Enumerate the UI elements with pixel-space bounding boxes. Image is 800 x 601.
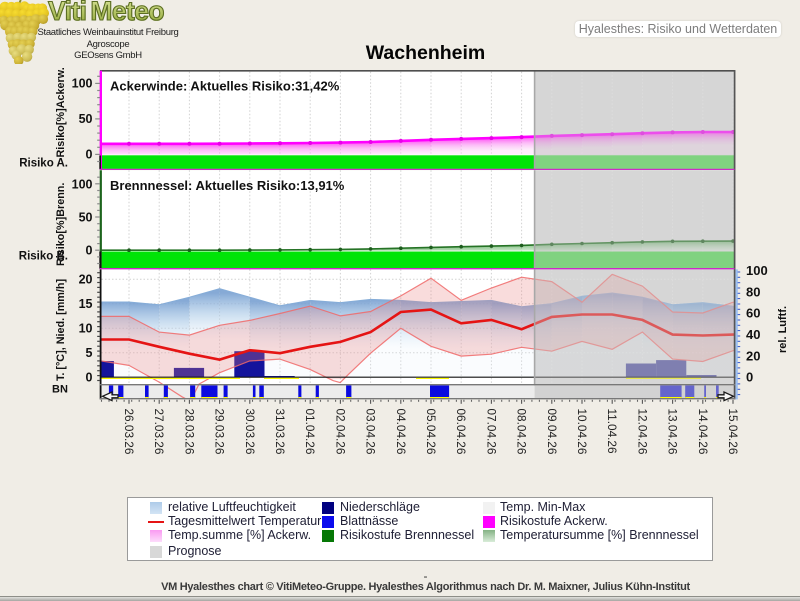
svg-text:04.04.26: 04.04.26 [394, 409, 408, 455]
svg-text:0: 0 [86, 371, 93, 385]
svg-text:100: 100 [72, 77, 93, 91]
svg-text:T. [°C], Nied. [mm/h]: T. [°C], Nied. [mm/h] [55, 279, 67, 381]
svg-text:02.04.26: 02.04.26 [333, 409, 347, 455]
svg-text:09.04.26: 09.04.26 [545, 409, 559, 455]
svg-text:01.04.26: 01.04.26 [303, 409, 317, 455]
svg-text:11.04.26: 11.04.26 [605, 409, 619, 454]
svg-text:0: 0 [86, 244, 93, 258]
svg-text:28.03.26: 28.03.26 [182, 409, 196, 455]
svg-text:27.03.26: 27.03.26 [152, 409, 166, 455]
svg-text:80: 80 [746, 284, 760, 299]
svg-text:Ackerwinde: Aktuelles Risiko:: Ackerwinde: Aktuelles Risiko:31,42% [110, 79, 340, 94]
svg-text:15.04.26: 15.04.26 [726, 409, 740, 455]
svg-text:20: 20 [746, 348, 760, 363]
svg-text:12.04.26: 12.04.26 [635, 409, 649, 455]
svg-text:100: 100 [72, 177, 93, 191]
svg-text:13.04.26: 13.04.26 [666, 409, 680, 455]
svg-text:50: 50 [79, 112, 93, 126]
svg-text:50: 50 [79, 211, 93, 225]
svg-text:20: 20 [79, 273, 93, 287]
svg-text:Risiko[%]Ackerw.: Risiko[%]Ackerw. [55, 67, 67, 157]
svg-text:Risiko A.: Risiko A. [19, 158, 68, 170]
svg-text:10.04.26: 10.04.26 [575, 409, 589, 455]
svg-text:08.04.26: 08.04.26 [515, 409, 529, 455]
svg-text:5: 5 [86, 346, 93, 360]
svg-text:31.03.26: 31.03.26 [273, 409, 287, 455]
svg-text:14.04.26: 14.04.26 [696, 409, 710, 455]
svg-text:10: 10 [79, 322, 93, 336]
svg-text:BN: BN [52, 384, 68, 396]
svg-text:26.03.26: 26.03.26 [122, 409, 136, 455]
svg-text:07.04.26: 07.04.26 [484, 409, 498, 455]
svg-text:rel. Luftf.: rel. Luftf. [777, 306, 789, 353]
svg-text:60: 60 [746, 306, 760, 321]
svg-text:06.04.26: 06.04.26 [454, 409, 468, 455]
svg-text:Brennnessel: Aktuelles Risiko: Brennnessel: Aktuelles Risiko:13,91% [110, 178, 345, 193]
svg-text:30.03.26: 30.03.26 [243, 409, 257, 455]
svg-text:05.04.26: 05.04.26 [424, 409, 438, 455]
svg-text:15: 15 [79, 297, 93, 311]
svg-text:Risiko B.: Risiko B. [19, 251, 68, 263]
svg-text:0: 0 [746, 370, 753, 385]
svg-text:03.04.26: 03.04.26 [364, 409, 378, 455]
svg-text:29.03.26: 29.03.26 [213, 409, 227, 455]
svg-text:40: 40 [746, 327, 760, 342]
svg-text:100: 100 [746, 263, 768, 278]
svg-text:0: 0 [86, 148, 93, 162]
